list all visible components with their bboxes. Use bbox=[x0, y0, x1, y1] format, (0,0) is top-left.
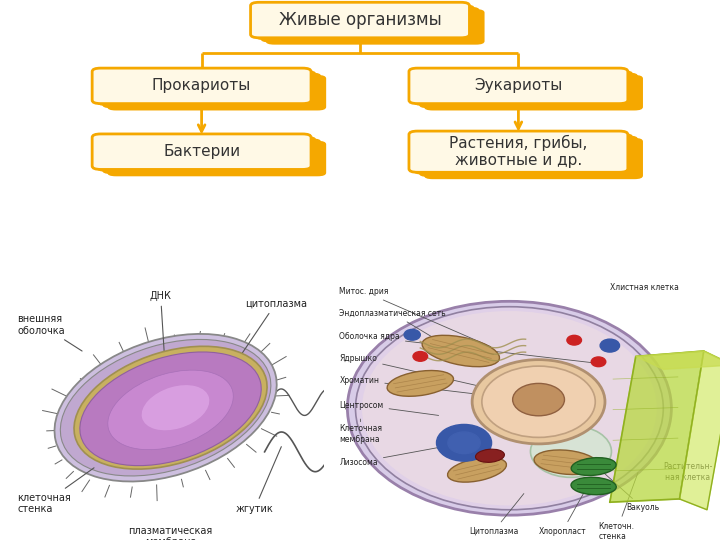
Polygon shape bbox=[636, 351, 720, 369]
FancyBboxPatch shape bbox=[414, 133, 633, 174]
FancyBboxPatch shape bbox=[419, 73, 638, 108]
Ellipse shape bbox=[356, 307, 663, 510]
FancyBboxPatch shape bbox=[409, 131, 628, 172]
Text: плазматическая
мембрана: плазматическая мембрана bbox=[128, 526, 212, 540]
Ellipse shape bbox=[448, 457, 506, 482]
Circle shape bbox=[413, 352, 428, 361]
FancyBboxPatch shape bbox=[419, 136, 638, 177]
Ellipse shape bbox=[362, 311, 657, 505]
Circle shape bbox=[448, 432, 480, 454]
Text: Хлоропласт: Хлоропласт bbox=[539, 477, 593, 536]
Circle shape bbox=[600, 339, 619, 352]
Ellipse shape bbox=[60, 340, 271, 476]
FancyBboxPatch shape bbox=[414, 70, 633, 106]
Text: Митос. дрия: Митос. дрия bbox=[339, 287, 490, 347]
Ellipse shape bbox=[74, 346, 267, 469]
FancyBboxPatch shape bbox=[107, 75, 326, 111]
Ellipse shape bbox=[513, 383, 564, 416]
Text: Центросом: Центросом bbox=[339, 401, 438, 415]
Ellipse shape bbox=[531, 426, 611, 477]
FancyBboxPatch shape bbox=[97, 70, 316, 106]
Text: Растения, грибы,
животные и др.: Растения, грибы, животные и др. bbox=[449, 135, 588, 168]
FancyBboxPatch shape bbox=[92, 134, 311, 170]
FancyBboxPatch shape bbox=[424, 138, 643, 179]
FancyBboxPatch shape bbox=[92, 68, 311, 104]
FancyBboxPatch shape bbox=[256, 4, 474, 40]
Circle shape bbox=[436, 424, 492, 461]
FancyBboxPatch shape bbox=[102, 139, 321, 174]
Text: Цитоплазма: Цитоплазма bbox=[469, 494, 524, 536]
FancyBboxPatch shape bbox=[424, 75, 643, 111]
Text: Растительн-
ная клетка: Растительн- ная клетка bbox=[663, 462, 712, 482]
FancyBboxPatch shape bbox=[107, 141, 326, 176]
Text: Живые организмы: Живые организмы bbox=[279, 11, 441, 29]
Text: жгутик: жгутик bbox=[236, 447, 282, 514]
Circle shape bbox=[404, 329, 420, 340]
FancyBboxPatch shape bbox=[97, 136, 316, 172]
Ellipse shape bbox=[475, 449, 505, 462]
Text: Эндоплазматическая сеть: Эндоплазматическая сеть bbox=[339, 309, 459, 353]
Ellipse shape bbox=[571, 477, 616, 495]
Ellipse shape bbox=[387, 370, 454, 396]
Ellipse shape bbox=[55, 334, 276, 482]
Ellipse shape bbox=[347, 301, 671, 515]
Ellipse shape bbox=[571, 458, 616, 475]
Text: Оболочка ядра: Оболочка ядра bbox=[339, 333, 600, 363]
FancyBboxPatch shape bbox=[266, 9, 485, 45]
Polygon shape bbox=[610, 351, 703, 502]
Text: Клеточн.
стенка: Клеточн. стенка bbox=[598, 472, 638, 540]
Text: Хлистная клетка: Хлистная клетка bbox=[610, 283, 679, 292]
Text: Хроматин: Хроматин bbox=[339, 376, 575, 406]
Ellipse shape bbox=[80, 352, 261, 465]
Ellipse shape bbox=[482, 366, 595, 437]
FancyBboxPatch shape bbox=[409, 68, 628, 104]
Circle shape bbox=[591, 357, 606, 367]
FancyBboxPatch shape bbox=[102, 73, 321, 108]
Ellipse shape bbox=[142, 385, 210, 430]
Text: цитоплазма: цитоплазма bbox=[232, 299, 307, 369]
Text: Вакуоль: Вакуоль bbox=[585, 455, 660, 512]
Ellipse shape bbox=[472, 360, 605, 444]
Text: внешняя
оболочка: внешняя оболочка bbox=[17, 314, 82, 351]
Text: Бактерии: Бактерии bbox=[163, 144, 240, 159]
Text: Клеточная
мембрана: Клеточная мембрана bbox=[339, 419, 382, 444]
FancyBboxPatch shape bbox=[261, 7, 480, 42]
FancyBboxPatch shape bbox=[251, 2, 469, 38]
Polygon shape bbox=[680, 351, 720, 510]
Text: Эукариоты: Эукариоты bbox=[474, 78, 562, 93]
Ellipse shape bbox=[534, 450, 598, 475]
Text: Ядрышко: Ядрышко bbox=[339, 354, 536, 399]
Ellipse shape bbox=[108, 370, 233, 450]
Ellipse shape bbox=[422, 335, 500, 367]
Text: Лизосома: Лизосома bbox=[339, 443, 462, 467]
Text: ДНК: ДНК bbox=[150, 291, 171, 372]
Text: клеточная
стенка: клеточная стенка bbox=[17, 468, 94, 514]
Circle shape bbox=[567, 335, 582, 345]
Text: Прокариоты: Прокариоты bbox=[152, 78, 251, 93]
